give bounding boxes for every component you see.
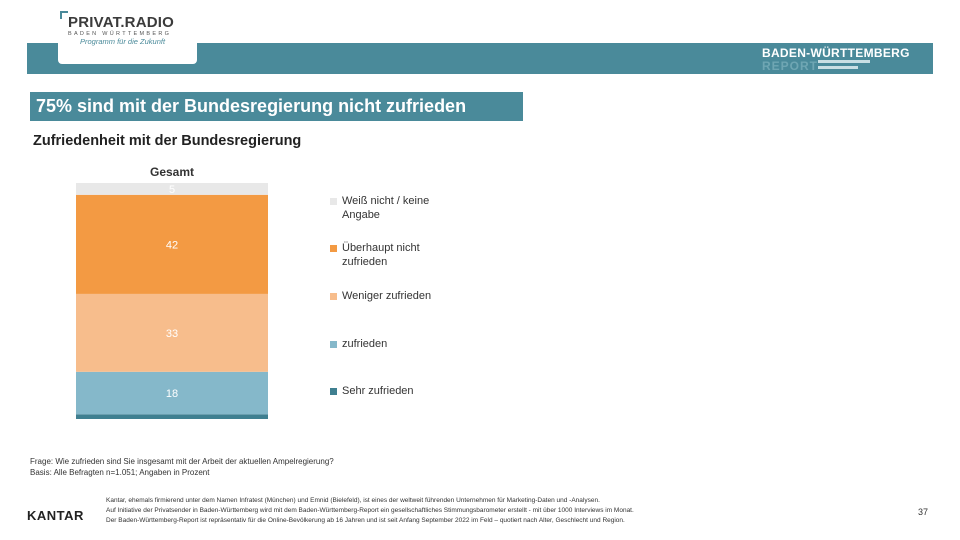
report-brand-subtitle: REPORT	[762, 59, 819, 73]
bar-segment	[76, 371, 268, 415]
footnote-base: Basis: Alle Befragten n=1.051; Angaben i…	[30, 468, 210, 477]
report-brand-decoration	[818, 60, 870, 63]
data-label: 42	[166, 239, 178, 251]
about-text: Kantar, ehemals firmierend unter dem Nam…	[106, 496, 866, 526]
legend-label: Weniger zufrieden	[342, 290, 432, 302]
logo-region: BADEN WÜRTTEMBERG	[68, 31, 172, 37]
about-line: Der Baden-Württemberg-Report ist repräse…	[106, 517, 625, 524]
headline: 75% sind mit der Bundesregierung nicht z…	[30, 92, 523, 121]
legend-swatch	[330, 198, 337, 205]
legend-label: Überhaupt nicht zufrieden	[342, 242, 420, 268]
bar-segment	[76, 293, 268, 372]
logo-name: PRIVAT.RADIO	[68, 14, 175, 31]
logo	[58, 9, 197, 64]
bar-segment	[76, 194, 268, 294]
legend-swatch	[330, 293, 337, 300]
chart-subtitle: Zufriedenheit mit der Bundesregierung	[33, 133, 302, 149]
legend-item: zufrieden	[330, 337, 460, 351]
data-label: 2	[169, 418, 175, 430]
bar-segment	[76, 414, 268, 419]
legend-label: Weiß nicht / keine Angabe	[342, 195, 430, 221]
footnote: Frage: Wie zufrieden sind Sie insgesamt …	[30, 456, 334, 478]
data-label: 18	[166, 388, 178, 400]
legend-label: Sehr zufrieden	[342, 385, 414, 397]
category-label: Gesamt	[149, 165, 195, 179]
logo-corner-mark	[60, 11, 68, 19]
about-line: Kantar, ehemals firmierend unter dem Nam…	[106, 497, 600, 504]
legend-item: Weiß nicht / keine Angabe	[330, 194, 460, 222]
about-line: Auf Initiative der Privatsender in Baden…	[106, 507, 634, 514]
data-label: 5	[169, 184, 175, 196]
legend-swatch	[330, 388, 337, 395]
kantar-logo: KANTAR	[27, 508, 84, 523]
legend-item: Überhaupt nicht zufrieden	[330, 241, 460, 269]
footnote-question: Frage: Wie zufrieden sind Sie insgesamt …	[30, 457, 334, 466]
report-brand-title: BADEN-WÜRTTEMBERG	[762, 46, 910, 60]
legend-item: Weniger zufrieden	[330, 289, 460, 303]
legend-swatch	[330, 341, 337, 348]
legend-label: zufrieden	[342, 338, 388, 350]
bar-segment	[76, 183, 268, 195]
legend: Weiß nicht / keine Angabe Überhaupt nicht z…	[330, 194, 460, 404]
legend-item: Sehr zufrieden	[330, 384, 460, 398]
data-label: 33	[166, 328, 178, 340]
legend-swatch	[330, 245, 337, 252]
report-brand-decoration	[818, 66, 858, 69]
logo-tagline: Programm für die Zukunft	[80, 37, 166, 46]
page-number: 37	[918, 507, 929, 517]
